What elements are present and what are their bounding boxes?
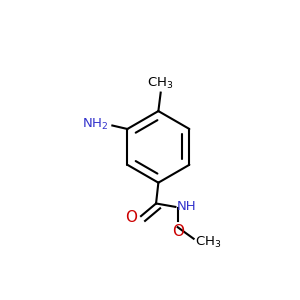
Text: NH$_2$: NH$_2$ [82,117,109,132]
Text: O: O [172,224,184,239]
Text: CH$_3$: CH$_3$ [195,235,221,250]
Text: O: O [125,210,137,225]
Text: NH: NH [177,200,196,213]
Text: CH$_3$: CH$_3$ [147,75,174,91]
